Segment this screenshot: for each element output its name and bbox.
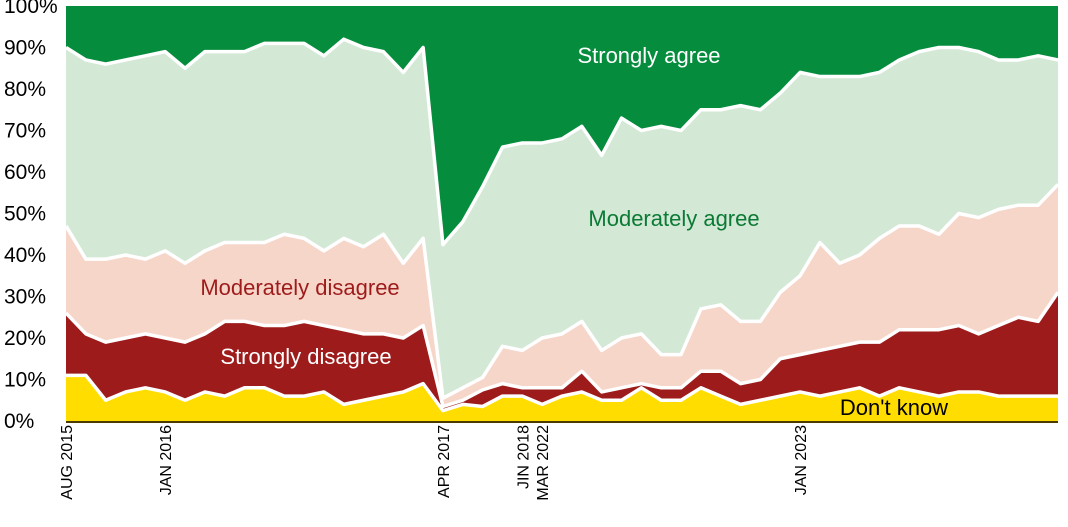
area-moderately-agree [66, 39, 1058, 399]
area-layers [66, 6, 1058, 421]
area-strongly-agree [66, 6, 1058, 245]
y-tick-label: 30% [4, 286, 46, 309]
y-tick-label: 20% [4, 327, 46, 350]
boundary-line-2 [64, 183, 1060, 400]
series-labels: Strongly agree Moderately agree Moderate… [200, 43, 948, 420]
x-tick-label: APR 2017 [436, 425, 453, 498]
boundary-line-3 [65, 37, 1059, 247]
y-axis-ticks: 0% 10% 20% 30% 40% 50% 60% 70% 80% 90% 100% [4, 0, 58, 433]
series-label-moderately-agree: Moderately agree [588, 206, 759, 231]
x-axis-ticks: AUG 2015 JAN 2016 APR 2017 JIN 2018 MAR 2022… [59, 425, 810, 501]
series-label-moderately-disagree: Moderately disagree [200, 275, 399, 300]
series-label-strongly-agree: Strongly agree [577, 43, 720, 68]
y-tick-label: 50% [4, 203, 46, 226]
x-tick-label: MAR 2022 [535, 425, 552, 501]
boundary-line-0 [66, 373, 1058, 413]
area-strongly-disagree [66, 292, 1058, 411]
y-tick-label: 80% [4, 78, 46, 101]
y-tick-label: 60% [4, 161, 46, 184]
x-tick-label: JIN 2018 [515, 425, 532, 489]
y-tick-label: 40% [4, 244, 46, 267]
area-don-t-know [66, 375, 1058, 421]
series-label-dont-know: Don't know [840, 395, 948, 420]
series-label-strongly-disagree: Strongly disagree [220, 344, 391, 369]
y-tick-label: 100% [4, 0, 58, 18]
y-tick-label: 70% [4, 120, 46, 143]
y-tick-label: 0% [4, 410, 34, 433]
area-outlines [64, 37, 1060, 413]
x-tick-label: JAN 2016 [158, 425, 175, 495]
boundary-line-1 [64, 291, 1060, 409]
y-tick-label: 90% [4, 37, 46, 60]
x-tick-label: JAN 2023 [793, 425, 810, 495]
y-tick-label: 10% [4, 369, 46, 392]
x-tick-label: AUG 2015 [59, 425, 76, 500]
